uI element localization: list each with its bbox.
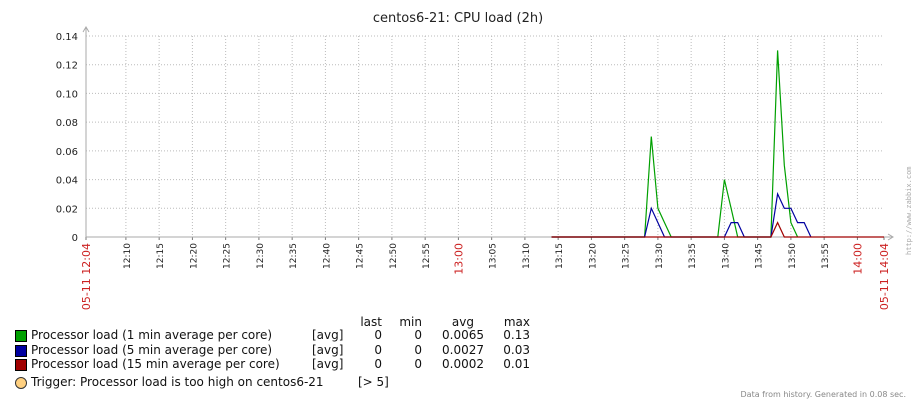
x-axis-arrow [887, 233, 894, 241]
x-tick-label: 13:25 [622, 243, 632, 269]
x-tick-label: 14:00 [851, 243, 864, 275]
x-tick-label: 13:20 [588, 243, 598, 269]
series-lines [551, 50, 884, 238]
y-tick-labels: 0.14 0.12 0.10 0.08 0.06 0.04 0.02 0 [56, 32, 78, 244]
series-line [551, 191, 812, 238]
y-tick-label: 0.10 [56, 89, 78, 100]
series-line [551, 221, 884, 238]
x-tick-label: 13:50 [788, 243, 798, 269]
brand-watermark: http://www.zabbix.com [905, 166, 913, 255]
x-tick-label: 12:50 [389, 243, 399, 269]
y-tick-label: 0.04 [56, 176, 78, 187]
x-tick-label: 13:00 [452, 243, 465, 275]
y-tick-label: 0.14 [56, 32, 78, 43]
grid-lines [86, 35, 884, 237]
x-tick-label: 12:25 [223, 243, 233, 269]
generation-footer: Data from history. Generated in 0.08 sec… [740, 390, 906, 399]
y-tick-label: 0.06 [56, 147, 78, 158]
y-tick-label: 0.12 [56, 61, 78, 72]
y-tick-label: 0.08 [56, 118, 78, 129]
x-tick-label: 13:15 [555, 243, 565, 269]
x-tick-label: 13:55 [821, 243, 831, 269]
x-tick-label: 12:55 [422, 243, 432, 269]
x-tick-label: 13:45 [755, 243, 765, 269]
x-tick-label: 12:40 [322, 243, 332, 269]
x-tick-label: 13:10 [522, 243, 532, 269]
x-tick-label: 05-11 14:04 [878, 243, 891, 310]
chart-title: centos6-21: CPU load (2h) [373, 11, 543, 26]
x-tick-label: 13:30 [655, 243, 665, 269]
y-tick-label: 0 [72, 233, 78, 244]
series-line [551, 50, 799, 238]
y-tick-label: 0.02 [56, 204, 78, 215]
x-tick-label: 13:35 [688, 243, 698, 269]
x-tick-label: 05-11 12:04 [80, 243, 93, 310]
x-tick-label: 13:40 [721, 243, 731, 269]
x-tick-label: 12:45 [356, 243, 366, 269]
x-tick-label: 12:15 [156, 243, 166, 269]
x-tick-label: 12:10 [123, 243, 133, 269]
x-tick-label: 12:20 [189, 243, 199, 269]
x-tick-label: 13:05 [489, 243, 499, 269]
x-tick-labels: 05-11 12:04 12:10 12:15 12:20 12:25 12:30 12:3… [80, 243, 891, 310]
x-tick-label: 12:35 [289, 243, 299, 269]
y-axis-arrow [82, 26, 90, 33]
x-tick-label: 12:30 [256, 243, 266, 269]
